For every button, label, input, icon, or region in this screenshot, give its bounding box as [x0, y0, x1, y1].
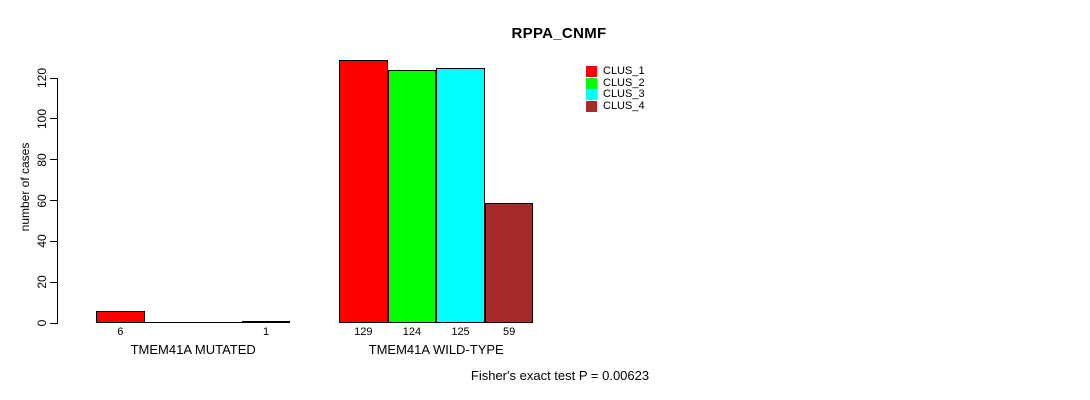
- legend-label: CLUS_1: [603, 65, 645, 78]
- bar-clus_3-group2: [436, 68, 485, 323]
- group-label: TMEM41A WILD-TYPE: [368, 342, 504, 357]
- bar-value-label: 6: [117, 326, 124, 338]
- y-tick-label: 80: [35, 152, 49, 167]
- legend-item-clus_4: CLUS_4: [586, 99, 645, 113]
- y-tick-label: 120: [35, 67, 49, 89]
- legend-label: CLUS_4: [603, 99, 645, 112]
- chart-title: RPPA_CNMF: [511, 25, 607, 42]
- bar-value-label: 129: [354, 326, 373, 338]
- legend-label: CLUS_2: [603, 76, 645, 89]
- bar-clus_1-group2: [339, 60, 388, 323]
- y-tick-label: 100: [35, 108, 49, 129]
- fisher-test-annotation: Fisher's exact test P = 0.00623: [470, 368, 650, 383]
- legend-item-clus_1: CLUS_1: [586, 66, 645, 78]
- bar-value-label: 125: [451, 326, 470, 338]
- y-axis-label: number of cases: [18, 142, 32, 232]
- bar-clus_2-group2: [387, 70, 437, 323]
- y-tick-label: 40: [35, 234, 49, 249]
- legend-swatch: [586, 89, 597, 101]
- legend-swatch: [586, 77, 597, 89]
- bar-value-label: 1: [263, 326, 270, 338]
- group-baseline: [96, 322, 291, 323]
- legend-item-clus_3: CLUS_3: [586, 89, 645, 101]
- legend-swatch: [586, 100, 597, 112]
- legend-label: CLUS_3: [603, 88, 645, 101]
- legend: CLUS_1 CLUS_2 CLUS_3 CLUS_4: [586, 66, 645, 112]
- bar-clus_4-group2: [484, 203, 534, 323]
- bar-value-label: 124: [402, 326, 422, 338]
- legend-swatch: [586, 66, 597, 78]
- bar-value-label: 59: [502, 326, 516, 338]
- y-tick-label: 0: [35, 319, 49, 327]
- group-label: TMEM41A MUTATED: [130, 342, 256, 357]
- y-tick: [50, 281, 58, 283]
- bar-clus_1-group1: [96, 311, 145, 323]
- y-tick: [50, 77, 58, 79]
- y-tick: [50, 200, 58, 201]
- bar-clus_4-group1: [241, 321, 291, 323]
- y-tick-label: 20: [35, 275, 49, 289]
- y-tick: [50, 118, 58, 120]
- y-tick-label: 60: [35, 193, 49, 208]
- y-tick: [50, 240, 58, 242]
- legend-item-clus_2: CLUS_2: [586, 76, 645, 90]
- y-tick: [50, 159, 58, 161]
- y-tick: [50, 322, 58, 324]
